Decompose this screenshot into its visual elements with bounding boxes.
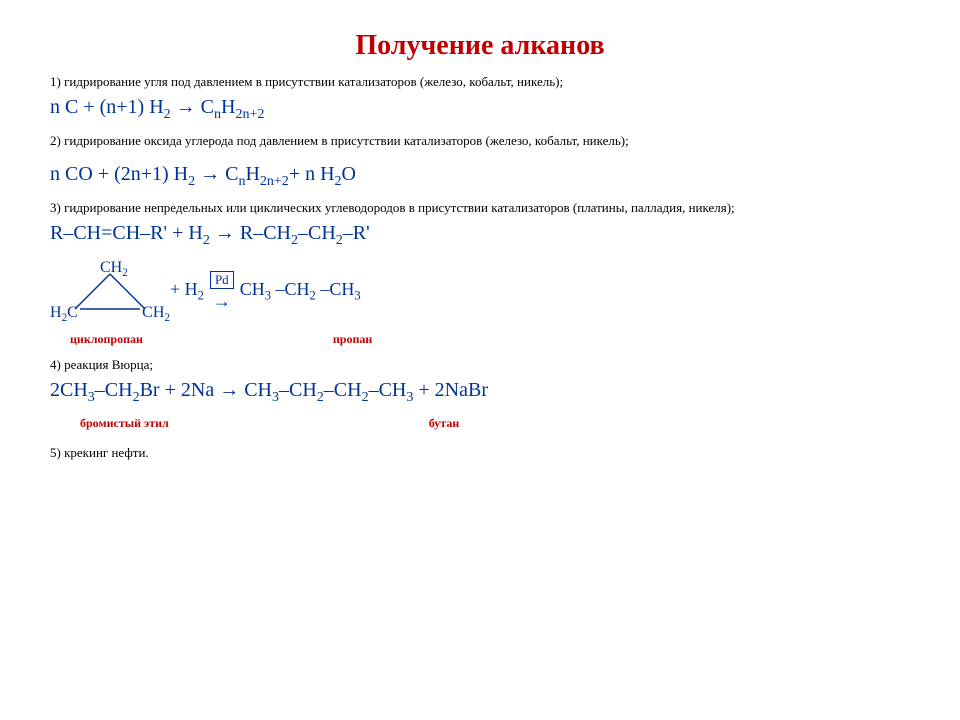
eq4-d: –CH [279, 379, 317, 401]
cyclopropane-structure: CH2 H2C CH2 [50, 259, 170, 324]
sub: 2 [122, 267, 128, 279]
sub: 2 [336, 233, 343, 248]
item-4-text: 4) реакция Вюрца; [50, 357, 910, 373]
eq4-f: –CH [369, 379, 407, 401]
sub: n [214, 107, 221, 122]
sub: 2n+2 [260, 174, 289, 189]
sub: 2 [164, 107, 171, 122]
cp-labels: циклопропан пропан [50, 332, 910, 347]
eq1-part-a: n C + (n+1) H [50, 96, 164, 118]
sub: 3 [88, 390, 95, 405]
item-2-text: 2) гидрирование оксида углерода под давл… [50, 133, 910, 149]
eq1-part-c: H [221, 96, 235, 118]
cp-bottom-right: CH2 [142, 304, 170, 324]
cp-bottom-left: H2C [50, 304, 78, 324]
label-ethyl-bromide: бромистый этил [80, 416, 169, 431]
cyclopropane-reaction: CH2 H2C CH2 + H2 Pd → CH3 –CH2 –CH3 [50, 259, 910, 324]
sub: 2 [317, 390, 324, 405]
item-1-text: 1) гидрирование угля под давлением в при… [50, 74, 910, 90]
sub: 2n+2 [235, 107, 264, 122]
eq4-a: 2CH [50, 379, 88, 401]
eq4-e: –CH [324, 379, 362, 401]
eq3-c: –CH [298, 222, 336, 244]
eq3-d: –R' [343, 222, 370, 244]
eq1-part-b: → C [171, 96, 214, 118]
sub: 2 [133, 390, 140, 405]
sub: 2 [362, 390, 369, 405]
sub: 2 [198, 289, 204, 303]
arrow-icon: → [213, 291, 231, 312]
eq2-a: n CO + (2n+1) H [50, 163, 188, 185]
eq4-c: Br + 2Na → CH [140, 379, 272, 401]
equation-2: n CO + (2n+1) H2 → CnH2n+2+ n H2O [50, 163, 910, 190]
eq3-b: → R–CH [210, 222, 291, 244]
eq4-labels: бромистый этил бутан [50, 416, 910, 431]
eq3-a: R–CH=CH–R' + H [50, 222, 203, 244]
sub: 2 [291, 233, 298, 248]
sub: 2 [164, 312, 170, 324]
equation-4: 2CH3–CH2Br + 2Na → CH3–CH2–CH2–CH3 + 2Na… [50, 379, 910, 406]
eq2-b: → C [195, 163, 238, 185]
cp-top: CH2 [100, 259, 128, 279]
equation-1: n C + (n+1) H2 → CnH2n+2 [50, 96, 910, 123]
cp-plus-h2: + H2 [170, 279, 204, 304]
sub: 3 [272, 390, 279, 405]
label-butane: бутан [429, 416, 460, 431]
label-propane: пропан [333, 332, 372, 347]
item-3-text: 3) гидрирование непредельных или цикличе… [50, 200, 910, 216]
sub: 2 [335, 174, 342, 189]
sub: 3 [354, 289, 360, 303]
cp-product: CH3 –CH2 –CH3 [240, 279, 361, 304]
eq2-d: + n H [289, 163, 335, 185]
eq4-g: + 2NaBr [413, 379, 488, 401]
pd-label: Pd [210, 271, 234, 289]
sub: 2 [203, 233, 210, 248]
eq4-b: –CH [95, 379, 133, 401]
page-title: Получение алканов [50, 30, 910, 62]
eq2-c: H [245, 163, 259, 185]
equation-3: R–CH=CH–R' + H2 → R–CH2–CH2–R' [50, 222, 910, 249]
eq2-e: O [342, 163, 356, 185]
item-5-text: 5) крекинг нефти. [50, 445, 910, 461]
pd-arrow: Pd → [210, 271, 234, 312]
label-cyclopropane: циклопропан [70, 332, 143, 347]
